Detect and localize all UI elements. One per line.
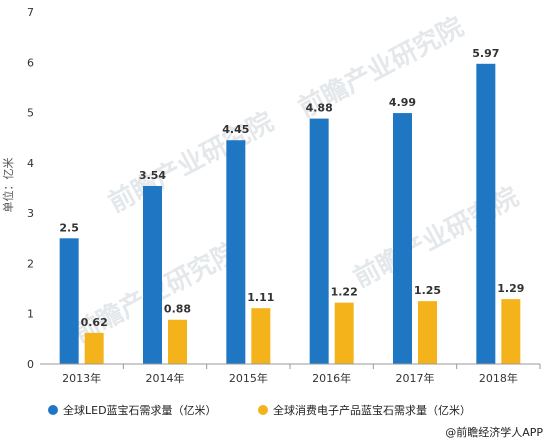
y-tick-label: 2 xyxy=(27,257,34,270)
data-label-led: 4.88 xyxy=(306,102,333,115)
x-tick-label: 2015年 xyxy=(229,371,268,385)
x-axis: 2013年 2014年 2015年 2016年 2017年 2018年 xyxy=(62,364,541,385)
data-label-led: 4.45 xyxy=(222,123,249,136)
legend-label-consumer: 全球消费电子产品蓝宝石需求量（亿米） xyxy=(273,403,471,417)
x-tick-label: 2018年 xyxy=(479,371,518,385)
bar-consumer xyxy=(418,301,437,364)
bar-led xyxy=(59,238,79,364)
y-tick-label: 1 xyxy=(27,308,34,321)
bar-led xyxy=(393,113,412,365)
bar-led xyxy=(226,140,246,364)
watermark-right: 前瞻产业研究院 xyxy=(348,181,523,294)
x-tick-label: 2013年 xyxy=(62,371,101,385)
bar-led xyxy=(476,63,496,365)
bar-led xyxy=(309,118,329,364)
source-credit: @前瞻经济学人APP xyxy=(445,425,543,439)
bar-consumer xyxy=(168,319,187,364)
watermark-middle: 前瞻产业研究院 xyxy=(103,106,278,219)
data-label-consumer: 1.11 xyxy=(247,291,274,304)
legend-label-led: 全球LED蓝宝石需求量（亿米） xyxy=(63,403,217,417)
y-tick-label: 7 xyxy=(27,6,34,19)
plot-area: 2.5 0.62 3.54 0.88 4.45 1.11 4.88 1.22 4.99 1.25 5… xyxy=(59,47,524,365)
y-tick-label: 6 xyxy=(27,56,34,69)
y-tick-label: 5 xyxy=(27,107,34,120)
bar-led xyxy=(143,185,162,364)
x-tick-label: 2014年 xyxy=(146,371,185,385)
y-tick-label: 3 xyxy=(27,207,34,220)
data-label-led: 3.54 xyxy=(139,169,166,182)
y-axis: 0 1 2 3 4 5 6 7 xyxy=(27,6,34,371)
data-label-consumer: 1.22 xyxy=(331,286,358,299)
x-tick-label: 2016年 xyxy=(312,371,351,385)
data-label-led: 4.99 xyxy=(389,96,416,109)
x-tick-label: 2017年 xyxy=(396,371,435,385)
bar-consumer xyxy=(501,299,521,364)
legend: 全球LED蓝宝石需求量（亿米） 全球消费电子产品蓝宝石需求量（亿米） xyxy=(48,403,471,417)
watermark-layer: 前瞻产业研究院 前瞻产业研究院 前瞻产业研究院 前瞻产业研究院 xyxy=(68,11,523,349)
data-label-consumer: 0.88 xyxy=(164,303,191,316)
y-tick-label: 4 xyxy=(27,157,34,170)
data-label-consumer: 1.29 xyxy=(497,282,524,295)
data-label-consumer: 0.62 xyxy=(81,316,108,329)
y-tick-label: 0 xyxy=(27,358,34,371)
legend-marker-led xyxy=(48,405,58,415)
bar-consumer xyxy=(251,308,271,364)
bar-consumer xyxy=(84,332,104,364)
data-label-consumer: 1.25 xyxy=(414,284,441,297)
bar-consumer xyxy=(334,302,354,364)
data-label-led: 2.5 xyxy=(59,221,79,234)
legend-marker-consumer xyxy=(258,405,268,415)
y-axis-title: 单位：亿米 xyxy=(1,158,15,213)
data-label-led: 5.97 xyxy=(472,47,499,60)
